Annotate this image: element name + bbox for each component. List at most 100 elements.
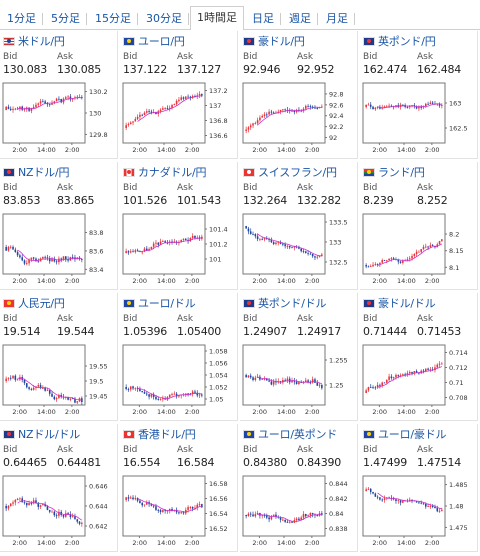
- pair-name-link[interactable]: ユーロ/ドル: [138, 297, 196, 310]
- chart-plot-area: [362, 213, 446, 275]
- candlestick-chart[interactable]: 0.844 0.842 0.84 0.838 2:00 14:00 2:00: [241, 473, 357, 547]
- candle-body: [198, 394, 201, 396]
- candle-body: [309, 106, 312, 107]
- pair-name-link[interactable]: ユーロ/英ポンド: [258, 428, 338, 441]
- pair-name-link[interactable]: ランド/円: [378, 166, 425, 179]
- candle-body: [44, 256, 46, 258]
- candle-body: [171, 508, 173, 511]
- candle-body: [125, 497, 127, 500]
- y-tick-label: 83.8: [89, 229, 103, 237]
- candlestick-chart[interactable]: 1.485 1.48 1.475 2:00 14:00 2:00: [361, 473, 477, 547]
- candle-body: [279, 381, 282, 383]
- card-title[interactable]: 人民元/円: [3, 296, 65, 310]
- card-title[interactable]: ユーロ/円: [123, 34, 185, 48]
- candle-body: [427, 246, 429, 248]
- candlestick-chart[interactable]: 0.646 0.644 0.642 2:00 14:00 2:00: [1, 473, 117, 547]
- card-title[interactable]: 豪ドル/ドル: [363, 296, 436, 310]
- pair-name-link[interactable]: 豪ドル/円: [258, 35, 305, 48]
- candle-body: [284, 109, 286, 111]
- candle-body: [277, 111, 280, 113]
- candle-body: [196, 237, 199, 239]
- pair-name-link[interactable]: カナダドル/円: [138, 166, 207, 179]
- candlestick-chart[interactable]: 92.8 92.6 92.4 92.2 92 2:00 14:00 2:00: [241, 80, 357, 154]
- candle-body: [25, 383, 28, 388]
- candle-body: [171, 105, 173, 108]
- candle-body: [318, 255, 321, 257]
- tab-5[interactable]: 日足: [245, 7, 281, 30]
- card-title[interactable]: NZドル/ドル: [3, 427, 80, 441]
- candle-body: [270, 111, 273, 113]
- x-tick-label: 2:00: [132, 146, 147, 154]
- pair-name-link[interactable]: ユーロ/豪ドル: [378, 428, 447, 441]
- candle-body: [81, 259, 83, 260]
- card-title[interactable]: 香港ドル/円: [123, 427, 196, 441]
- card-title[interactable]: 米ドル/円: [3, 34, 65, 48]
- pair-name-link[interactable]: NZドル/ドル: [18, 428, 81, 441]
- tab-4[interactable]: 1時間足: [190, 6, 244, 30]
- pair-name-link[interactable]: 英ポンド/円: [378, 35, 436, 48]
- pair-name-link[interactable]: NZドル/円: [18, 166, 70, 179]
- pair-name-link[interactable]: スイスフラン/円: [258, 166, 337, 179]
- candlestick-chart[interactable]: 83.8 83.6 83.4 2:00 14:00 2:00: [1, 211, 117, 285]
- pair-name-link[interactable]: 香港ドル/円: [138, 428, 196, 441]
- card-title[interactable]: 英ポンド/円: [363, 34, 436, 48]
- y-tick-label: 1.485: [449, 481, 468, 489]
- candlestick-chart[interactable]: 16.58 16.56 16.54 16.52 2:00 14:00 2:00: [121, 473, 237, 547]
- candle-body: [143, 112, 146, 116]
- pair-name-link[interactable]: 米ドル/円: [18, 35, 65, 48]
- tab-6[interactable]: 週足: [282, 7, 318, 30]
- candlestick-chart[interactable]: 19.55 19.5 19.45 2:00 14:00 2:00: [1, 342, 117, 416]
- candle-body: [286, 378, 289, 381]
- za-flag-icon: [363, 167, 375, 177]
- candle-body: [316, 256, 319, 258]
- pair-name-link[interactable]: ユーロ/円: [138, 35, 185, 48]
- candle-body: [402, 374, 404, 376]
- card-title[interactable]: NZドル/円: [3, 165, 69, 179]
- y-tick-label: 16.58: [209, 480, 228, 488]
- y-tick-label: 0.714: [449, 349, 468, 357]
- card-title[interactable]: ランド/円: [363, 165, 425, 179]
- candlestick-chart[interactable]: 133.5 133 132.5 2:00 14:00 2:00: [241, 211, 357, 285]
- card-title[interactable]: スイスフラン/円: [243, 165, 337, 179]
- tab-0[interactable]: 1分足: [0, 7, 43, 30]
- candlestick-chart[interactable]: 163 162.5 2:00 14:00 2:00: [361, 80, 477, 154]
- card-title[interactable]: ユーロ/英ポンド: [243, 427, 337, 441]
- pair-name-link[interactable]: 人民元/円: [18, 297, 65, 310]
- candle-body: [304, 380, 307, 383]
- candlestick-chart[interactable]: 1.255 1.25 2:00 14:00 2:00: [241, 342, 357, 416]
- candlestick-chart[interactable]: 0.714 0.712 0.71 0.708 2:00 14:00 2:00: [361, 342, 477, 416]
- candle-body: [318, 384, 321, 386]
- tab-7[interactable]: 月足: [319, 7, 355, 30]
- tab-1[interactable]: 5分足: [44, 7, 87, 30]
- candlestick-chart[interactable]: 130.2 130 129.8 2:00 14:00 2:00: [1, 80, 117, 154]
- card-title[interactable]: ユーロ/ドル: [123, 296, 196, 310]
- candle-body: [304, 514, 307, 517]
- tab-2[interactable]: 15分足: [88, 7, 138, 30]
- candlestick-chart[interactable]: 1.058 1.056 1.054 1.052 1.05 2:00 14:00 2:00: [121, 342, 237, 416]
- bid-label: Bid: [3, 314, 18, 324]
- x-tick-label: 2:00: [132, 277, 147, 285]
- candlestick-chart[interactable]: 8.2 8.15 8.1 2:00 14:00 2:00: [361, 211, 477, 285]
- card-title[interactable]: ユーロ/豪ドル: [363, 427, 447, 441]
- candle-body: [164, 510, 166, 512]
- candle-body: [69, 398, 72, 400]
- card-title[interactable]: 豪ドル/円: [243, 34, 305, 48]
- y-tick-label: 101.4: [209, 226, 228, 234]
- rate-card: NZドル/ドル Bid Ask 0.64465 0.64481 0.646 0.644 0.6…: [0, 424, 118, 552]
- candlestick-chart[interactable]: 101.4 101.2 101 2:00 14:00 2:00: [121, 211, 237, 285]
- candlestick-chart[interactable]: 137.2 137 136.8 136.6 2:00 14:00 2:00: [121, 80, 237, 154]
- candle-body: [69, 514, 72, 518]
- ask-label: Ask: [297, 183, 314, 193]
- pair-name-link[interactable]: 英ポンド/ドル: [258, 297, 327, 310]
- candle-body: [198, 504, 201, 505]
- card-title[interactable]: 英ポンド/ドル: [243, 296, 327, 310]
- pair-name-link[interactable]: 豪ドル/ドル: [378, 297, 436, 310]
- candle-body: [316, 382, 319, 386]
- tab-3[interactable]: 30分足: [139, 7, 189, 30]
- candle-body: [67, 96, 69, 98]
- candle-body: [254, 377, 257, 380]
- card-title[interactable]: カナダドル/円: [123, 165, 207, 179]
- candle-body: [19, 498, 21, 500]
- candle-body: [408, 258, 411, 260]
- candle-body: [399, 261, 402, 263]
